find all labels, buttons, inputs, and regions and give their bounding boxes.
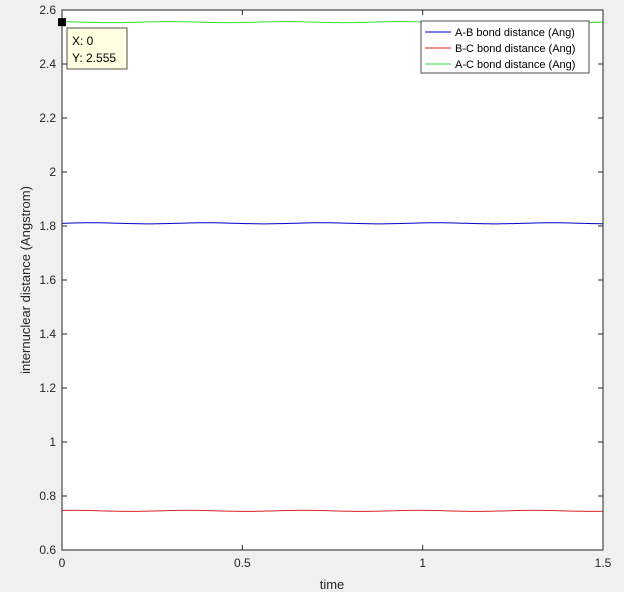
y-tick-label: 2	[49, 165, 56, 179]
datatip[interactable]: X: 0 Y: 2.555	[58, 18, 128, 70]
y-tick-label: 2.4	[39, 57, 56, 71]
datatip-box	[66, 27, 128, 70]
legend[interactable]: A-B bond distance (Ang) B-C bond distanc…	[420, 20, 590, 74]
series-bc-line[interactable]	[61, 509, 604, 512]
datatip-x-text: X: 0	[72, 34, 94, 48]
y-tick-label: 1	[49, 435, 56, 449]
x-axis: 0 0.5 1 1.5	[59, 10, 612, 570]
y-tick-label: 2.2	[39, 111, 56, 125]
y-tick-label: 0.8	[39, 489, 56, 503]
legend-label-bc: B-C bond distance (Ang)	[455, 43, 575, 55]
x-axis-label: time	[320, 577, 345, 592]
y-tick-label: 1.6	[39, 273, 56, 287]
y-axis-label: internuclear distance (Angstrom)	[18, 186, 33, 374]
y-tick-label: 1.2	[39, 381, 56, 395]
x-tick-label: 1.5	[595, 556, 612, 570]
x-tick-label: 1	[419, 556, 426, 570]
y-axis: 0.6 0.8 1 1.2 1.4 1.6 1.8 2 2.2 2.4 2.6	[39, 3, 603, 557]
datatip-marker[interactable]	[58, 18, 66, 27]
x-tick-label: 0.5	[234, 556, 251, 570]
legend-label-ab: A-B bond distance (Ang)	[455, 27, 575, 39]
y-tick-label: 0.6	[39, 543, 56, 557]
plot-area[interactable]	[62, 10, 603, 550]
y-tick-label: 2.6	[39, 3, 56, 17]
x-tick-label: 0	[59, 556, 66, 570]
y-tick-label: 1.4	[39, 327, 56, 341]
datatip-y-text: Y: 2.555	[72, 51, 116, 65]
y-tick-label: 1.8	[39, 219, 56, 233]
legend-box	[420, 20, 590, 74]
series-ab-line[interactable]	[61, 222, 604, 225]
legend-label-ac: A-C bond distance (Ang)	[455, 59, 575, 71]
